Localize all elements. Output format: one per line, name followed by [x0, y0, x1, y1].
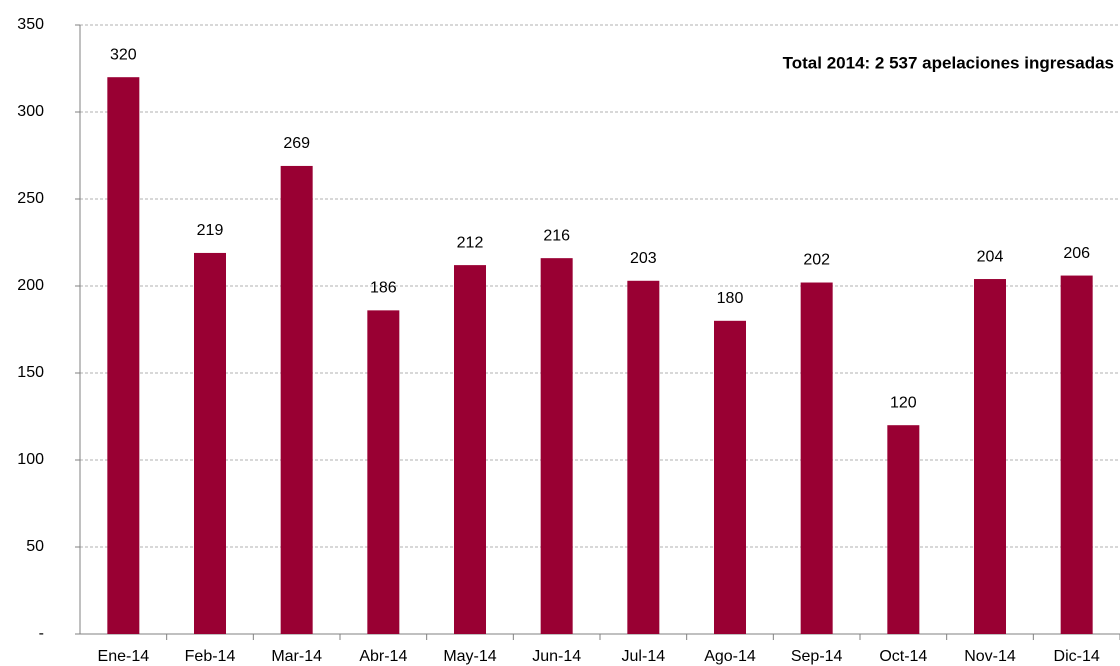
- x-tick-label: Abr-14: [359, 648, 407, 665]
- x-tick-label: Sep-14: [791, 648, 843, 665]
- bar: [627, 280, 660, 634]
- x-tick-label: Oct-14: [879, 648, 927, 665]
- value-label: 219: [197, 222, 224, 239]
- bar: [800, 282, 833, 634]
- value-label: 269: [283, 135, 310, 152]
- value-label: 186: [370, 280, 397, 297]
- y-tick-label: 350: [17, 16, 44, 33]
- y-tick-label: 200: [17, 277, 44, 294]
- value-label: 204: [977, 248, 1004, 265]
- bar: [280, 165, 313, 634]
- value-label: 203: [630, 250, 657, 267]
- bar: [454, 265, 486, 634]
- value-label: 320: [110, 46, 137, 63]
- value-label: 212: [457, 234, 484, 251]
- value-label: 180: [717, 290, 744, 307]
- y-tick-label: 250: [17, 190, 44, 207]
- bar: [714, 320, 746, 634]
- y-tick-label: 100: [17, 451, 44, 468]
- value-label: 202: [803, 252, 830, 269]
- bar: [887, 425, 920, 634]
- x-tick-label: Ago-14: [704, 648, 756, 665]
- y-tick-label: 150: [17, 364, 44, 381]
- bar: [974, 279, 1006, 634]
- value-label: 120: [890, 394, 917, 411]
- bar: [194, 252, 226, 634]
- value-label: 206: [1063, 245, 1090, 262]
- bar: [540, 258, 573, 634]
- x-tick-label: May-14: [443, 648, 496, 665]
- value-label: 216: [543, 227, 570, 244]
- bar: [367, 310, 400, 634]
- y-tick-label: 300: [17, 103, 44, 120]
- x-tick-label: Jun-14: [532, 648, 581, 665]
- y-tick-label: -: [39, 625, 44, 642]
- annotation: Total 2014: 2 537 apelaciones ingresadas: [783, 53, 1114, 72]
- bar: [1060, 275, 1093, 634]
- x-tick-label: Jul-14: [622, 648, 666, 665]
- y-tick-label: 50: [26, 538, 44, 555]
- x-tick-label: Nov-14: [964, 648, 1016, 665]
- x-tick-label: Ene-14: [98, 648, 150, 665]
- x-tick-label: Mar-14: [271, 648, 322, 665]
- x-tick-label: Feb-14: [185, 648, 236, 665]
- bar: [107, 77, 140, 634]
- x-tick-label: Dic-14: [1054, 648, 1100, 665]
